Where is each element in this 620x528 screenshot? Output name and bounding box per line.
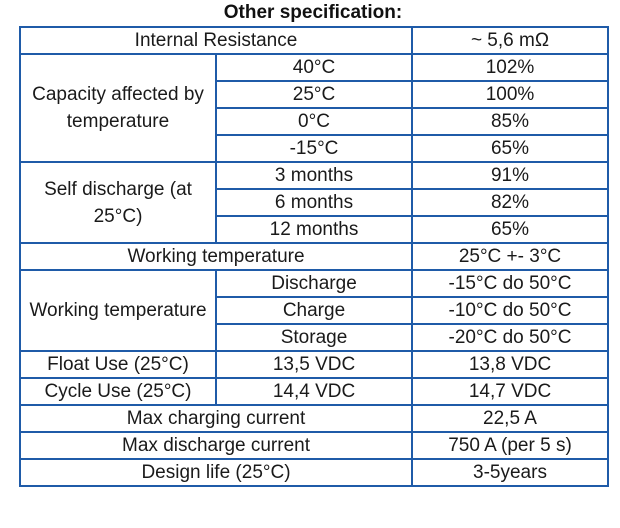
cycle-use-min: 14,4 VDC bbox=[215, 377, 413, 406]
float-use-min: 13,5 VDC bbox=[215, 350, 413, 379]
table-row: Design life (25°C) 3-5years bbox=[19, 458, 609, 487]
table-row: 6 months 82% bbox=[20, 188, 609, 217]
capacity-label: Capacity affected by temperature bbox=[19, 53, 217, 163]
table-row: Max charging current 22,5 A bbox=[19, 404, 609, 433]
table-row: Cycle Use (25°C) 14,4 VDC 14,7 VDC bbox=[19, 377, 609, 406]
self-discharge-period: 6 months bbox=[215, 188, 413, 217]
capacity-condition: 25°C bbox=[215, 80, 413, 109]
capacity-condition: 40°C bbox=[215, 53, 413, 82]
table-row: 12 months 65% bbox=[20, 215, 609, 244]
cycle-use-max: 14,7 VDC bbox=[411, 377, 609, 406]
self-discharge-period: 3 months bbox=[215, 161, 413, 190]
working-temperature-label: Working temperature bbox=[19, 242, 413, 271]
table-row: Capacity affected by temperature 40°C 10… bbox=[19, 53, 609, 163]
max-discharge-current-label: Max discharge current bbox=[19, 431, 413, 460]
self-discharge-value: 82% bbox=[411, 188, 609, 217]
working-temperature-range-label: Working temperature bbox=[19, 269, 217, 352]
capacity-value: 100% bbox=[411, 80, 609, 109]
cycle-use-label: Cycle Use (25°C) bbox=[19, 377, 217, 406]
working-range: -20°C do 50°C bbox=[411, 323, 609, 352]
self-discharge-value: 65% bbox=[411, 215, 609, 244]
working-mode: Storage bbox=[215, 323, 413, 352]
table-title: Other specification: bbox=[223, 2, 403, 23]
float-use-max: 13,8 VDC bbox=[411, 350, 609, 379]
capacity-value: 85% bbox=[411, 107, 609, 136]
self-discharge-label: Self discharge (at 25°C) bbox=[19, 161, 217, 244]
table-row: 0°C 85% bbox=[20, 107, 609, 136]
design-life-value: 3-5years bbox=[411, 458, 609, 487]
working-temperature-value: 25°C +- 3°C bbox=[411, 242, 609, 271]
max-discharge-current-value: 750 A (per 5 s) bbox=[411, 431, 609, 460]
table-row: Max discharge current 750 A (per 5 s) bbox=[19, 431, 609, 460]
table-row: Float Use (25°C) 13,5 VDC 13,8 VDC bbox=[19, 350, 609, 379]
design-life-label: Design life (25°C) bbox=[19, 458, 413, 487]
capacity-condition: 0°C bbox=[215, 107, 413, 136]
working-mode: Charge bbox=[215, 296, 413, 325]
working-range: -10°C do 50°C bbox=[411, 296, 609, 325]
table-row: Storage -20°C do 50°C bbox=[20, 323, 609, 352]
self-discharge-value: 91% bbox=[411, 161, 609, 190]
table-row: 25°C 100% bbox=[20, 80, 609, 109]
table-row: -15°C 65% bbox=[20, 134, 609, 163]
capacity-condition: -15°C bbox=[215, 134, 413, 163]
specification-table: Internal Resistance ~ 5,6 mΩ Capacity af… bbox=[19, 26, 609, 487]
float-use-label: Float Use (25°C) bbox=[19, 350, 217, 379]
table-row: Self discharge (at 25°C) 3 months 91% bbox=[19, 161, 609, 244]
table-row: Working temperature 25°C +- 3°C bbox=[19, 242, 609, 271]
internal-resistance-label: Internal Resistance bbox=[19, 26, 413, 55]
working-range: -15°C do 50°C bbox=[411, 269, 609, 298]
internal-resistance-value: ~ 5,6 mΩ bbox=[411, 26, 609, 55]
table-row: Internal Resistance ~ 5,6 mΩ bbox=[19, 26, 609, 55]
table-row: Working temperature Discharge -15°C do 5… bbox=[19, 269, 609, 352]
capacity-value: 65% bbox=[411, 134, 609, 163]
self-discharge-period: 12 months bbox=[215, 215, 413, 244]
capacity-value: 102% bbox=[411, 53, 609, 82]
max-charging-current-label: Max charging current bbox=[19, 404, 413, 433]
max-charging-current-value: 22,5 A bbox=[411, 404, 609, 433]
working-mode: Discharge bbox=[215, 269, 413, 298]
table-row: Charge -10°C do 50°C bbox=[20, 296, 609, 325]
